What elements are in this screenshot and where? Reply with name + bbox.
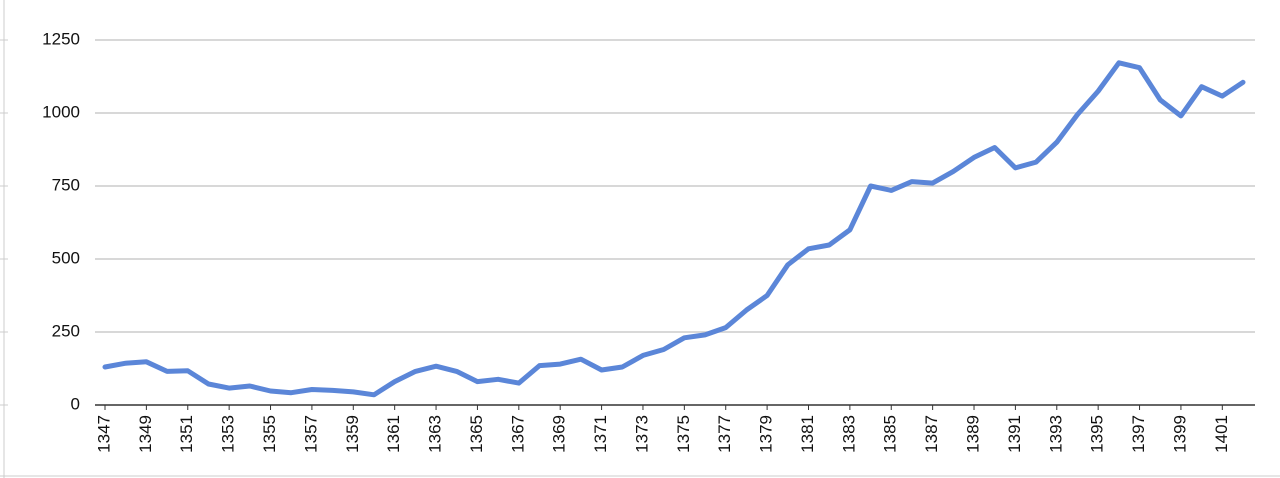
- x-tick-label: 1359: [343, 415, 362, 453]
- x-tick-label: 1383: [839, 415, 858, 453]
- x-tick-label: 1379: [757, 415, 776, 453]
- y-tick-label: 0: [71, 394, 80, 413]
- x-tick-label: 1357: [301, 415, 320, 453]
- data-line: [102, 60, 1246, 398]
- x-tick-label: 1351: [177, 415, 196, 453]
- x-tick-label: 1377: [715, 415, 734, 453]
- x-tick-label: 1369: [550, 415, 569, 453]
- x-tick-label: 1385: [881, 415, 900, 453]
- x-tick-label: 1387: [922, 415, 941, 453]
- x-tick-label: 1393: [1046, 415, 1065, 453]
- y-tick-label: 750: [52, 175, 80, 194]
- x-tick-label: 1347: [94, 415, 113, 453]
- x-tick-label: 1391: [1005, 415, 1024, 453]
- x-tick-label: 1371: [591, 415, 610, 453]
- x-tick-label: 1399: [1170, 415, 1189, 453]
- x-tick-label: 1381: [798, 415, 817, 453]
- x-tick-label: 1401: [1212, 415, 1231, 453]
- x-tick-label: 1365: [467, 415, 486, 453]
- x-tick-label: 1361: [384, 415, 403, 453]
- x-tick-label: 1367: [508, 415, 527, 453]
- x-tick-label: 1363: [426, 415, 445, 453]
- y-tick-label: 250: [52, 321, 80, 340]
- x-tick-label: 1353: [219, 415, 238, 453]
- y-tick-label: 1000: [42, 102, 80, 121]
- x-tick-label: 1375: [674, 415, 693, 453]
- x-tick-label: 1397: [1129, 415, 1148, 453]
- x-tick-label: 1389: [964, 415, 983, 453]
- y-tick-label: 500: [52, 248, 80, 267]
- x-tick-label: 1355: [260, 415, 279, 453]
- x-tick-label: 1395: [1088, 415, 1107, 453]
- x-tick-label: 1373: [632, 415, 651, 453]
- x-tick-label: 1349: [136, 415, 155, 453]
- y-tick-label: 1250: [42, 29, 80, 48]
